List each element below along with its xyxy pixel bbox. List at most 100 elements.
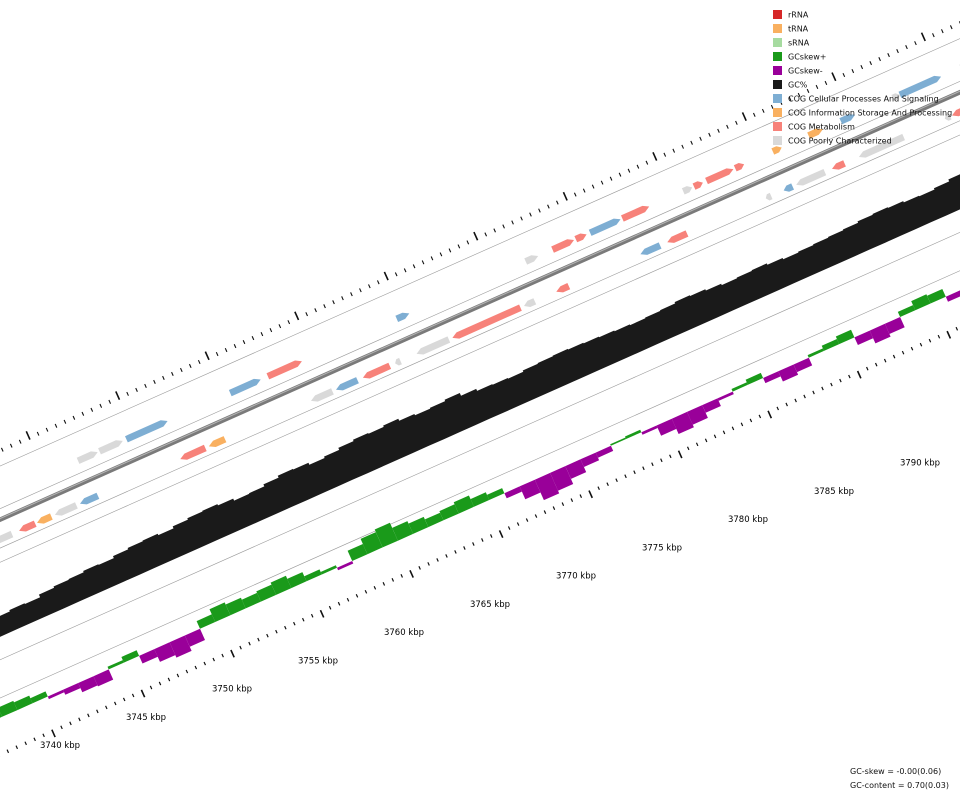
legend-swatch-0	[773, 10, 782, 19]
gene-arrow-22	[524, 298, 537, 307]
scale-label-3770: 3770 kbp	[556, 572, 596, 582]
gc-skew-negative-bar	[337, 561, 354, 571]
outer-tick	[332, 300, 335, 305]
gc-skew-negative-bar	[656, 418, 677, 436]
outer-tick	[896, 49, 899, 54]
scale-label-3785: 3785 kbp	[814, 487, 854, 497]
legend-swatch-8	[773, 122, 782, 131]
track-guide-line	[0, 134, 960, 563]
gene-arrow-21	[452, 304, 522, 339]
outer-tick	[188, 363, 192, 369]
outer-tick	[824, 80, 828, 86]
legend-label-2: sRNA	[788, 39, 810, 48]
gc-skew-negative-bar	[154, 642, 176, 662]
legend-swatch-9	[773, 136, 782, 145]
outer-tick	[672, 148, 676, 153]
scale-minor-tick	[436, 558, 439, 562]
scale-minor-tick	[570, 498, 574, 502]
scale-minor-tick	[481, 538, 484, 542]
gc-skew-positive-bar	[320, 565, 337, 575]
scale-major-tick	[51, 729, 56, 738]
gc-skew-negative-bar	[519, 479, 541, 500]
outer-tick	[788, 96, 792, 101]
outer-tick	[180, 367, 183, 373]
outer-tick	[940, 29, 944, 34]
scale-label-3775: 3775 kbp	[642, 543, 682, 553]
outer-tick	[162, 375, 165, 380]
scale-minor-tick	[615, 478, 618, 483]
outer-tick	[251, 336, 255, 341]
legend-label-6: COG Cellular Processes And Signaling	[788, 95, 939, 104]
outer-tick	[529, 212, 532, 217]
scale-minor-tick	[901, 350, 905, 355]
gene-arrow-44	[898, 75, 942, 98]
gene-arrow-6	[54, 502, 78, 516]
scale-minor-tick	[355, 593, 359, 598]
scale-minor-tick	[722, 430, 726, 435]
scale-minor-tick	[113, 701, 117, 706]
gc-content-area	[0, 174, 960, 637]
outer-tick	[473, 231, 479, 241]
outer-tick	[115, 391, 121, 401]
outer-tick	[45, 427, 49, 432]
scale-minor-tick	[427, 562, 430, 566]
scale-major-tick	[767, 410, 773, 419]
scale-major-tick	[409, 569, 414, 578]
backbone-highlight	[0, 90, 960, 520]
gene-arrow-15	[311, 388, 334, 402]
gc-skew-positive-bar	[0, 700, 18, 717]
legend-label-5: GC%	[788, 81, 808, 90]
outer-tick	[126, 391, 129, 396]
scale-minor-tick	[624, 474, 627, 479]
outer-tick	[663, 152, 667, 157]
scale-major-tick	[498, 530, 504, 539]
gc-skew-negative-bar	[184, 628, 205, 647]
scale-minor-tick	[149, 685, 153, 690]
outer-tick	[538, 208, 541, 213]
gc-skew-positive-bar	[256, 584, 277, 602]
scale-label-3740: 3740 kbp	[40, 741, 80, 751]
outer-tick	[752, 112, 756, 117]
scale-minor-tick	[543, 510, 547, 514]
gc-skew-positive-bar	[821, 339, 840, 351]
scale-minor-tick	[266, 633, 269, 638]
outer-tick	[81, 411, 85, 416]
scale-minor-tick	[651, 462, 654, 467]
scale-major-tick	[230, 649, 235, 658]
gc-skew-negative-bar	[641, 425, 658, 435]
gc-skew-positive-bar	[0, 712, 3, 718]
scale-minor-tick	[579, 494, 583, 498]
gc-skew-negative-bar	[565, 459, 587, 479]
outer-tick	[448, 248, 452, 253]
track-guide-line	[0, 120, 960, 549]
gc-skew-negative-bar	[47, 689, 65, 700]
gc-skew-negative-bar	[884, 317, 905, 334]
scale-label-3760: 3760 kbp	[384, 628, 424, 638]
outer-tick	[511, 220, 514, 225]
scale-label-3745: 3745 kbp	[126, 713, 166, 723]
outer-tick	[0, 447, 4, 452]
gc-skew-positive-bar	[731, 382, 748, 392]
gc-skew-positive-bar	[470, 492, 490, 507]
gene-arrow-13	[228, 378, 261, 397]
track-guide-line	[0, 38, 960, 467]
legend-swatch-1	[773, 24, 782, 33]
scale-minor-tick	[203, 661, 207, 666]
outer-tick	[260, 332, 264, 337]
legend-label-7: COG Information Storage And Processing	[788, 109, 952, 118]
scale-minor-tick	[42, 733, 45, 738]
gc-skew-positive-bar	[610, 437, 627, 446]
outer-tick	[368, 284, 371, 289]
outer-tick	[412, 264, 416, 269]
gc-skew-positive-bar	[439, 504, 459, 521]
legend-swatch-4	[773, 66, 782, 75]
gc-skew-negative-bar	[702, 398, 721, 413]
outer-tick	[99, 403, 103, 408]
scale-minor-tick	[490, 534, 493, 538]
outer-tick	[383, 271, 389, 281]
gene-arrow-33	[705, 168, 734, 185]
outer-tick	[215, 351, 219, 357]
gene-arrow-46	[952, 108, 960, 117]
gene-arrow-19	[395, 312, 410, 322]
gc-skew-negative-bar	[550, 466, 574, 491]
